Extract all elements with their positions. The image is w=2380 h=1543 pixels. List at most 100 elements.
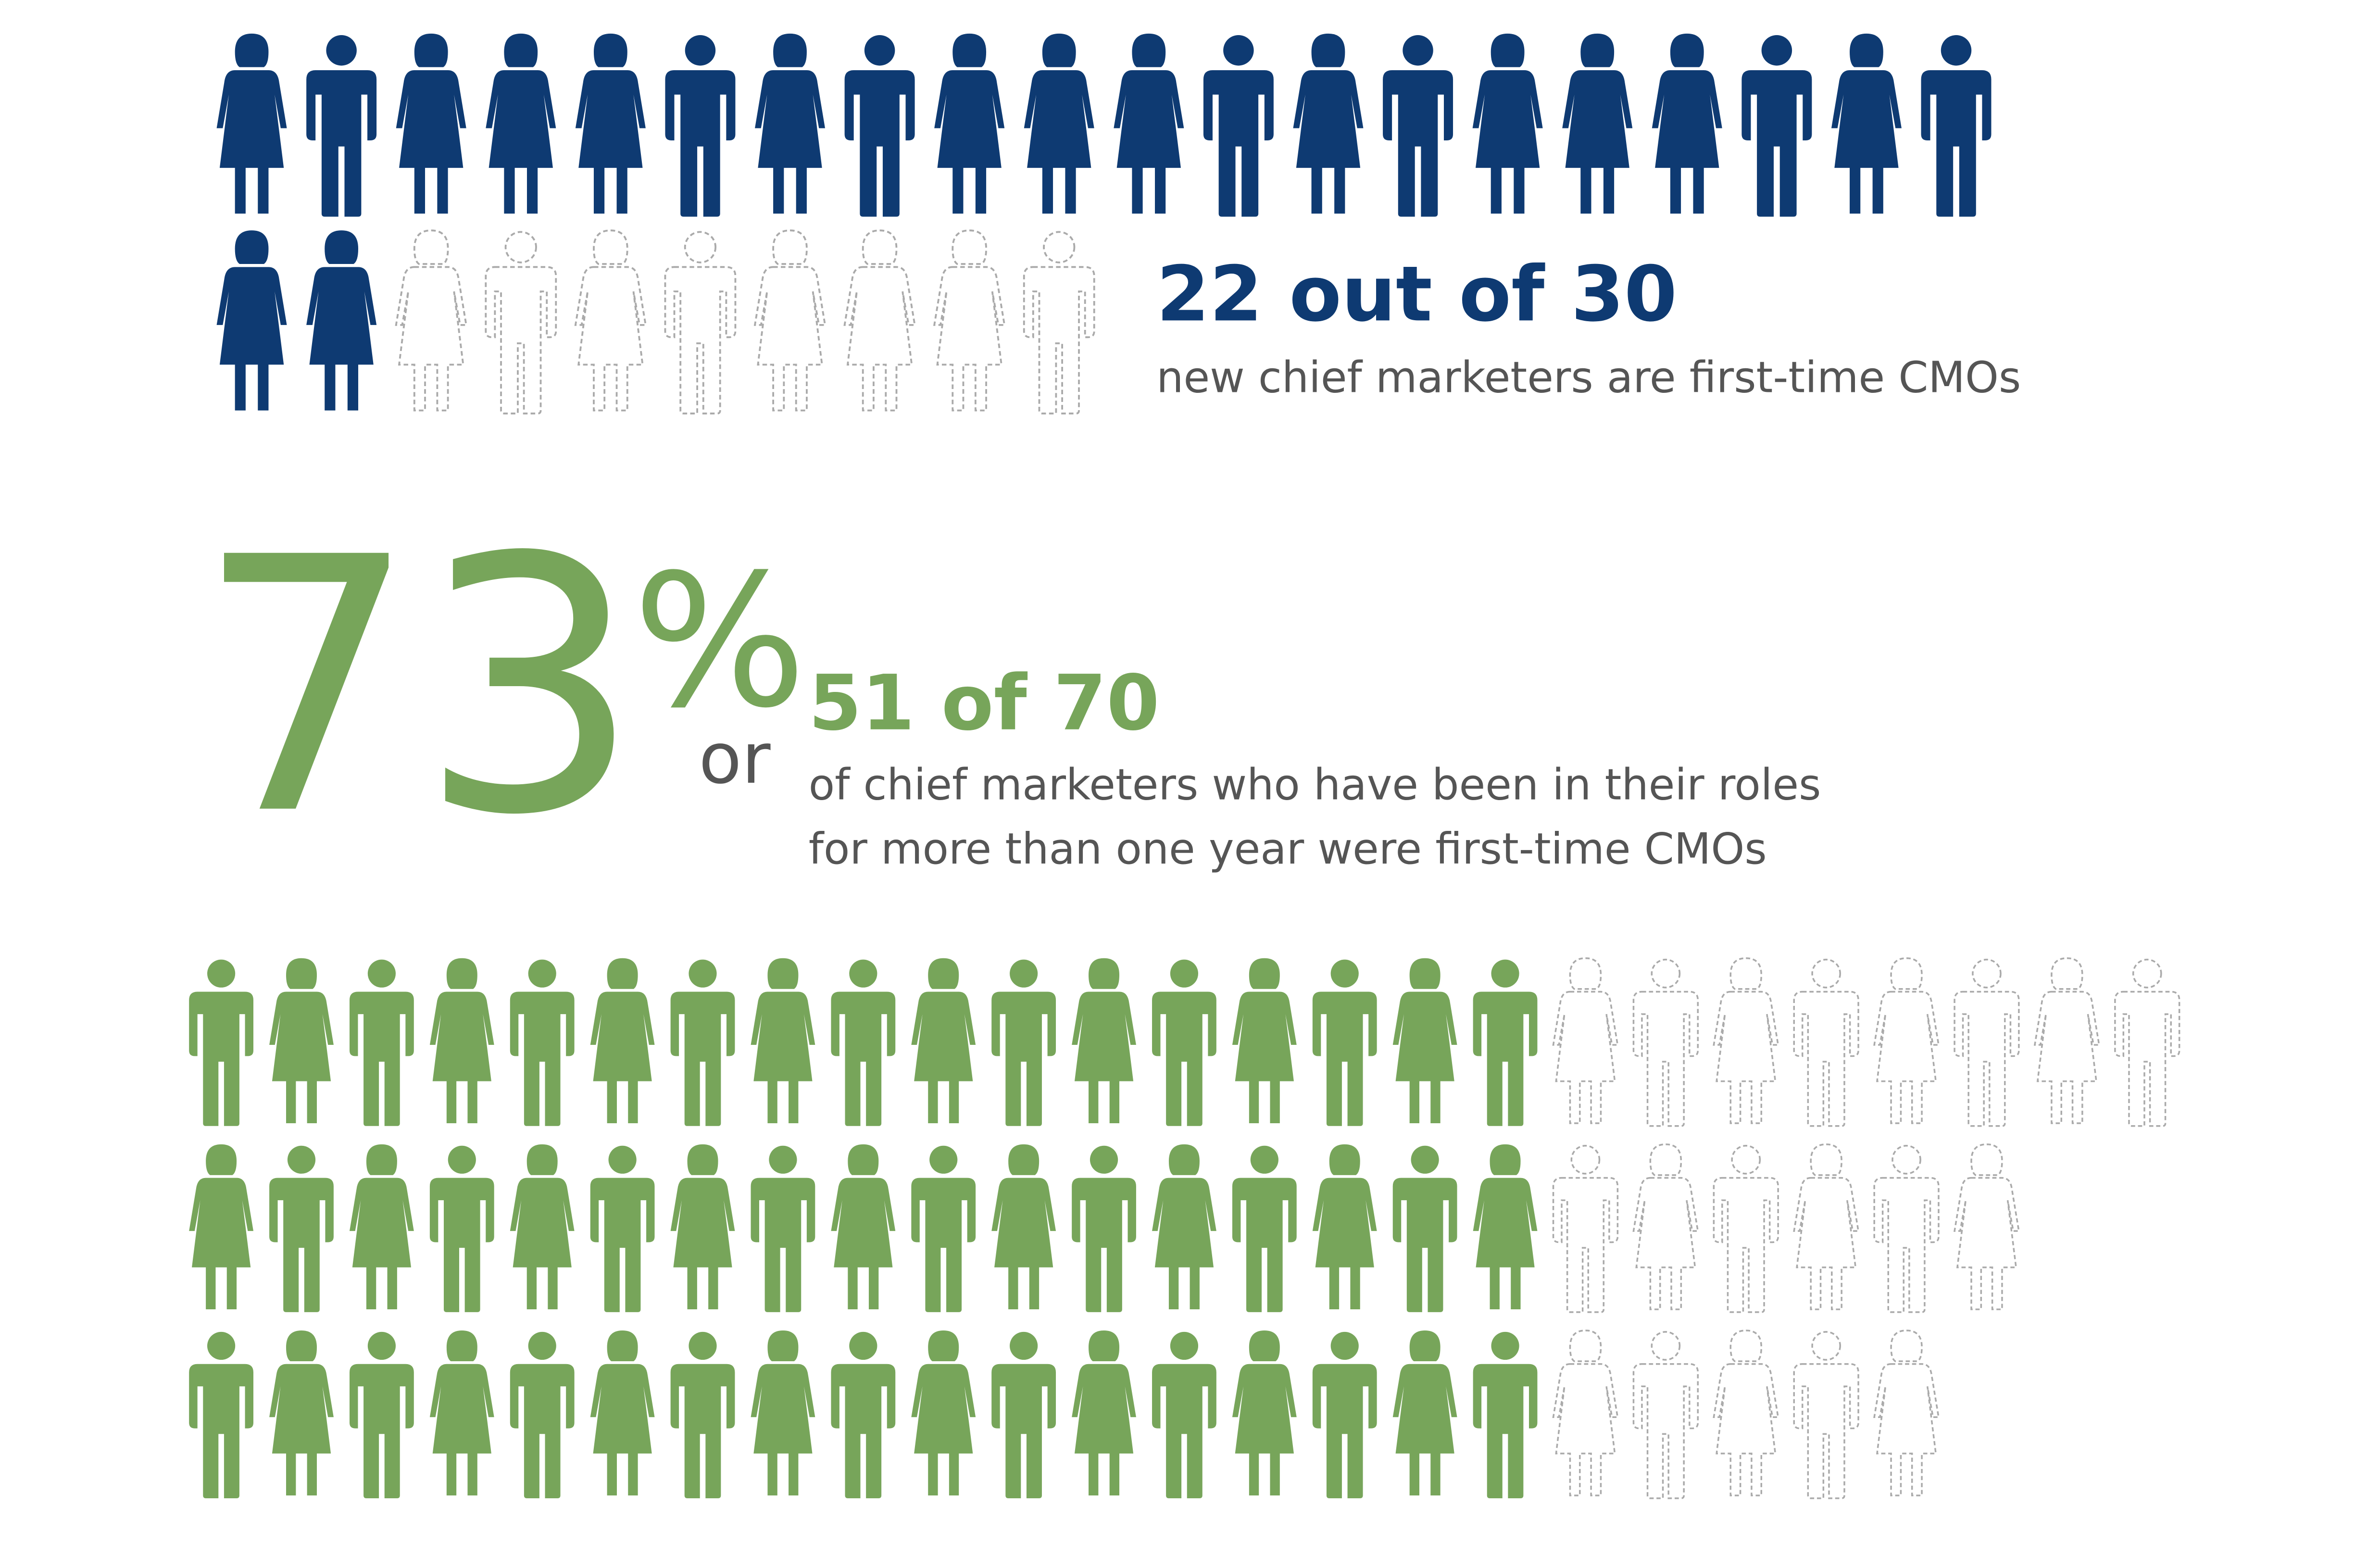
person-icon-filled <box>1293 33 1364 214</box>
person-icon-filled <box>1473 959 1538 1126</box>
person-icon-filled <box>1152 1144 1216 1310</box>
person-icon-empty <box>1873 1144 1940 1313</box>
person-icon-filled <box>1072 958 1136 1123</box>
person-icon-filled <box>1072 1330 1136 1496</box>
person-icon-empty <box>2034 957 2100 1124</box>
person-icon-filled <box>350 959 414 1126</box>
person-icon-empty <box>1552 1144 1619 1313</box>
caption-line: for more than one year were first-time C… <box>809 824 1767 874</box>
headline-new: 22 out of 30 <box>1156 250 1677 339</box>
person-icon-filled <box>216 33 287 214</box>
person-icon-filled <box>350 1144 414 1310</box>
person-icon-filled <box>670 1144 735 1310</box>
person-icon-filled <box>1921 35 1992 217</box>
person-icon-empty <box>843 229 916 412</box>
person-icon-filled <box>751 958 815 1123</box>
caption-line: of chief marketers who have been in thei… <box>809 760 1821 810</box>
caption-new: new chief marketers are first-time CMOs <box>1156 353 2021 402</box>
person-icon-filled <box>1232 1145 1297 1312</box>
person-icon-empty <box>1873 957 1940 1124</box>
person-icon-filled <box>590 1145 655 1312</box>
person-icon-filled <box>396 33 466 214</box>
person-icon-filled <box>1741 35 1812 217</box>
person-icon-filled <box>844 35 915 217</box>
person-icon-filled <box>755 33 825 214</box>
person-icon-filled <box>1232 1330 1297 1496</box>
person-icon-filled <box>934 33 1005 214</box>
person-icon-filled <box>670 959 735 1126</box>
person-icon-filled <box>911 1330 976 1496</box>
person-icon-empty <box>1632 1331 1699 1499</box>
person-icon-empty <box>754 229 826 412</box>
person-icon-empty <box>1793 1143 1859 1310</box>
person-icon-filled <box>1203 35 1274 217</box>
person-icon-empty <box>1023 231 1095 414</box>
person-icon-filled <box>590 1330 655 1496</box>
person-icon-filled <box>306 35 377 217</box>
person-icon-empty <box>1632 958 1699 1127</box>
person-icon-empty <box>1552 1330 1619 1496</box>
person-icon-filled <box>269 958 334 1123</box>
person-icon-filled <box>831 1331 896 1498</box>
person-icon-filled <box>1392 1330 1457 1496</box>
person-icon-empty <box>574 229 647 412</box>
person-icon-filled <box>189 1144 253 1310</box>
person-icon-empty <box>1632 1143 1699 1310</box>
person-icon-empty <box>1954 958 2020 1127</box>
person-icon-filled <box>189 1331 253 1498</box>
person-icon-filled <box>1024 33 1094 214</box>
person-icon-filled <box>1392 1145 1457 1312</box>
person-icon-filled <box>1392 958 1457 1123</box>
person-icon-filled <box>991 1144 1056 1310</box>
person-icon-filled <box>1232 958 1297 1123</box>
headline-tenured: 51 of 70 <box>809 659 1160 748</box>
person-icon-filled <box>510 1144 575 1310</box>
person-icon-filled <box>1312 959 1377 1126</box>
person-icon-filled <box>510 959 575 1126</box>
person-icon-empty <box>2114 958 2180 1127</box>
person-icon-filled <box>1114 33 1184 214</box>
person-icon-filled <box>486 33 556 214</box>
person-icon-empty <box>933 229 1006 412</box>
person-icon-filled <box>1312 1331 1377 1498</box>
person-icon-filled <box>216 230 287 411</box>
person-icon-filled <box>429 1330 494 1496</box>
person-icon-filled <box>751 1145 815 1312</box>
person-icon-filled <box>751 1330 815 1496</box>
connector: or <box>699 718 770 800</box>
person-icon-filled <box>1472 33 1543 214</box>
person-icon-filled <box>590 958 655 1123</box>
person-icon-filled <box>670 1331 735 1498</box>
person-icon-filled <box>1473 1331 1538 1498</box>
person-icon-empty <box>1713 1330 1779 1496</box>
person-icon-empty <box>1713 957 1779 1124</box>
person-icon-empty <box>1713 1144 1779 1313</box>
person-icon-filled <box>991 1331 1056 1498</box>
person-icon-filled <box>189 959 253 1126</box>
person-icon-filled <box>1152 959 1216 1126</box>
person-icon-filled <box>269 1330 334 1496</box>
person-icon-filled <box>1312 1144 1377 1310</box>
person-icon-empty <box>395 229 467 412</box>
person-icon-empty <box>1873 1330 1940 1496</box>
person-icon-filled <box>911 1145 976 1312</box>
person-icon-filled <box>665 35 736 217</box>
person-icon-filled <box>1072 1145 1136 1312</box>
person-icon-empty <box>1552 957 1619 1124</box>
person-icon-filled <box>911 958 976 1123</box>
person-icon-filled <box>1383 35 1453 217</box>
person-icon-empty <box>485 231 557 414</box>
person-icon-filled <box>510 1331 575 1498</box>
person-icon-filled <box>306 230 377 411</box>
person-icon-empty <box>664 231 737 414</box>
person-icon-empty <box>1793 958 1859 1127</box>
person-icon-filled <box>1831 33 1902 214</box>
person-icon-filled <box>991 959 1056 1126</box>
person-icon-filled <box>575 33 646 214</box>
person-icon-filled <box>429 1145 494 1312</box>
person-icon-empty <box>1793 1331 1859 1499</box>
person-icon-filled <box>1152 1331 1216 1498</box>
person-icon-filled <box>350 1331 414 1498</box>
